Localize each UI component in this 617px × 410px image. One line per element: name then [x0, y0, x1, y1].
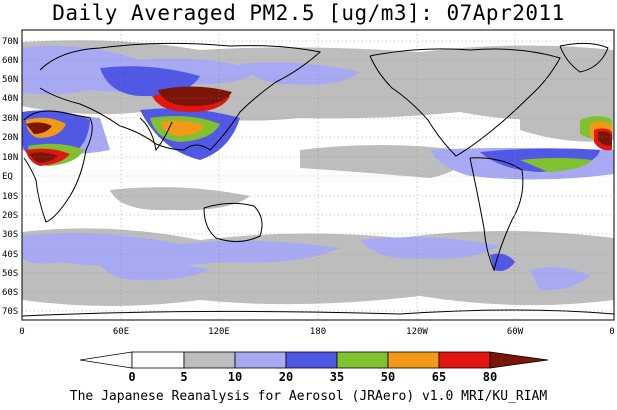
lat-tick: 30N	[2, 114, 18, 124]
colorbar-label: 0	[128, 370, 135, 384]
gridlines	[22, 30, 614, 320]
lon-tick-labels: 0 60E 120E 180 120W 60W 0	[19, 327, 614, 337]
colorbar-label: 35	[330, 370, 344, 384]
lat-tick: 10S	[2, 192, 18, 202]
colorbar-cell	[131, 351, 185, 369]
map-title: Daily Averaged PM2.5 [ug/m3]: 07Apr2011	[52, 1, 565, 25]
lat-tick-labels: 70N 60N 50N 40N 30N 20N 10N EQ 10S 20S 3…	[2, 37, 18, 317]
lon-tick: 0	[609, 327, 614, 337]
footer-credit: The Japanese Reanalysis for Aerosol (JRA…	[69, 389, 548, 404]
colorbar-cell	[79, 351, 133, 369]
lat-tick: 60S	[2, 288, 18, 298]
colorbar-cell	[438, 351, 491, 369]
lat-tick: 40N	[2, 94, 18, 104]
lat-tick: EQ	[2, 172, 13, 182]
colorbar-cell	[489, 351, 549, 369]
colorbar-label: 5	[180, 370, 187, 384]
lat-tick: 20S	[2, 211, 18, 221]
lat-tick: 30S	[2, 230, 18, 240]
colorbar	[79, 351, 549, 369]
colorbar-label: 10	[228, 370, 242, 384]
colorbar-label: 50	[381, 370, 395, 384]
colorbar-label: 80	[483, 370, 497, 384]
lat-tick: 50N	[2, 75, 18, 85]
pm25-field-darkred	[26, 86, 612, 163]
lon-tick: 120E	[208, 327, 230, 337]
lon-tick: 120W	[406, 327, 428, 337]
colorbar-cell	[183, 351, 236, 369]
colorbar-label: 20	[279, 370, 293, 384]
lat-tick: 40S	[2, 250, 18, 260]
colorbar-cell	[336, 351, 389, 369]
colorbar-cell	[234, 351, 287, 369]
lon-tick: 60E	[113, 327, 129, 337]
colorbar-label: 65	[432, 370, 446, 384]
map-plot-area	[21, 29, 615, 321]
colorbar-cell	[387, 351, 440, 369]
lat-tick: 70S	[2, 307, 18, 317]
lat-tick: 60N	[2, 56, 18, 66]
colorbar-labels: 0 5 10 20 35 50 65 80	[128, 370, 497, 384]
lat-tick: 50S	[2, 269, 18, 279]
colorbar-cell	[285, 351, 338, 369]
lon-tick: 180	[310, 327, 326, 337]
lon-tick: 0	[19, 327, 24, 337]
lat-tick: 10N	[2, 153, 18, 163]
map-frame	[21, 29, 615, 321]
lat-tick: 20N	[2, 133, 18, 143]
lat-tick: 70N	[2, 37, 18, 47]
lon-tick: 60W	[507, 327, 524, 337]
coastlines	[21, 42, 615, 317]
